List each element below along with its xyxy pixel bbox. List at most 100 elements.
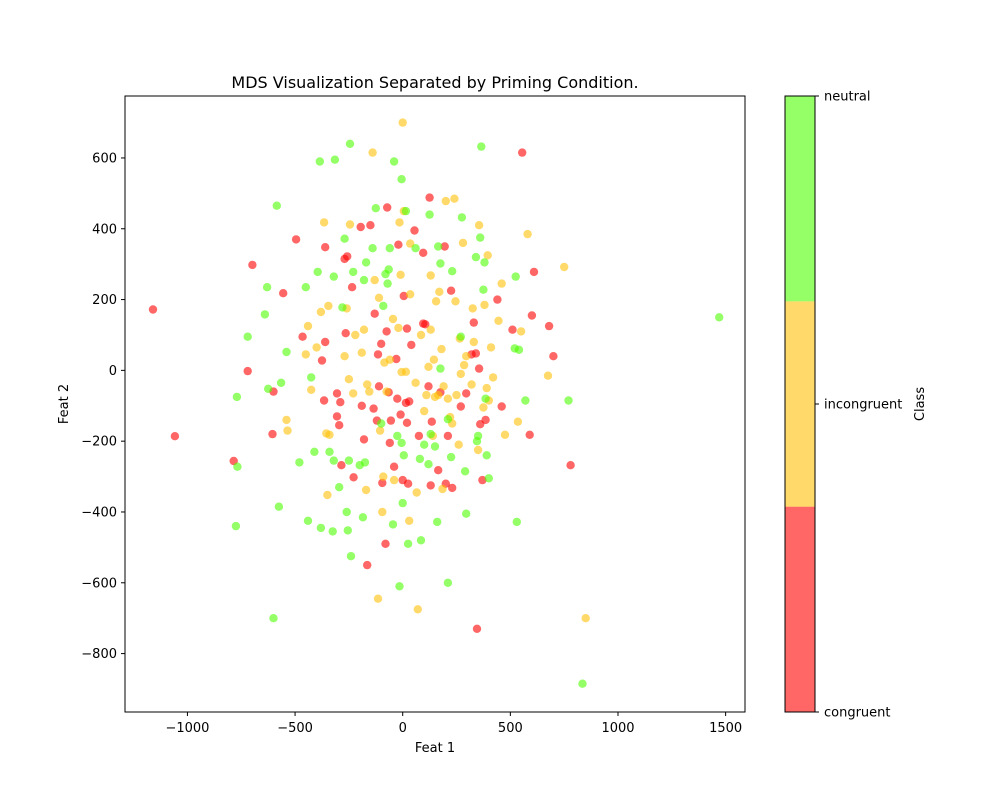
data-point-neutral: [436, 259, 445, 268]
data-point-congruent: [382, 327, 391, 336]
data-point-neutral: [315, 157, 324, 166]
data-point-congruent: [403, 479, 413, 488]
plot-frame: [124, 95, 746, 713]
data-point-incongruent: [283, 426, 292, 435]
data-point-incongruent: [483, 251, 492, 260]
data-point-congruent: [549, 352, 558, 361]
data-point-neutral: [399, 451, 408, 460]
data-point-incongruent: [340, 352, 349, 361]
data-point-neutral: [361, 258, 371, 267]
data-point-neutral: [479, 285, 488, 294]
data-point-neutral: [303, 516, 313, 525]
data-point-incongruent: [345, 220, 355, 229]
data-point-incongruent: [474, 221, 484, 230]
data-point-neutral: [343, 526, 352, 535]
data-point-congruent: [383, 203, 392, 212]
data-point-congruent: [373, 350, 383, 359]
data-point-congruent: [248, 260, 257, 270]
data-point-neutral: [425, 210, 434, 219]
data-point-congruent: [544, 321, 554, 331]
data-point-neutral: [433, 517, 442, 527]
data-point-congruent: [341, 329, 350, 338]
data-point-congruent: [405, 397, 414, 406]
data-point-congruent: [425, 193, 434, 202]
data-point-incongruent: [431, 297, 441, 306]
data-point-neutral: [434, 242, 443, 251]
data-point-congruent: [385, 438, 394, 448]
data-point-neutral: [349, 267, 358, 277]
plot-area: [124, 95, 746, 713]
data-point-congruent: [396, 410, 405, 419]
data-point-congruent: [321, 243, 330, 252]
data-point-congruent: [407, 340, 416, 350]
colorbar-segment-incongruent: [785, 301, 815, 507]
data-point-neutral: [346, 552, 356, 561]
data-point-incongruent: [424, 362, 433, 371]
data-point-neutral: [564, 396, 573, 405]
data-point-congruent: [508, 325, 517, 334]
data-point-congruent: [462, 389, 471, 398]
data-point-incongruent: [482, 383, 491, 393]
data-point-incongruent: [398, 118, 407, 127]
data-point-neutral: [443, 415, 453, 424]
data-point-congruent: [343, 252, 352, 261]
data-point-neutral: [383, 279, 392, 288]
data-point-neutral: [301, 283, 310, 292]
x-tick-label: 0: [399, 721, 407, 736]
data-point-incongruent: [513, 417, 523, 426]
data-point-incongruent: [361, 485, 371, 495]
data-point-incongruent: [406, 290, 415, 299]
data-point-neutral: [389, 157, 399, 166]
data-point-incongruent: [479, 403, 488, 412]
data-point-incongruent: [370, 275, 379, 285]
data-point-congruent: [332, 389, 342, 398]
data-point-incongruent: [426, 271, 435, 280]
data-point-congruent: [389, 462, 399, 471]
data-point-congruent: [349, 473, 358, 482]
data-point-incongruent: [385, 355, 394, 364]
data-point-congruent: [410, 226, 419, 235]
data-point-congruent: [374, 382, 384, 391]
data-point-neutral: [342, 507, 351, 517]
data-point-incongruent: [459, 360, 469, 370]
data-point-neutral: [578, 679, 587, 688]
data-point-congruent: [359, 435, 369, 444]
data-point-congruent: [378, 478, 387, 488]
data-point-neutral: [715, 313, 724, 322]
data-point-neutral: [446, 452, 456, 462]
data-point-neutral: [384, 265, 393, 274]
colorbar-segment-neutral: [785, 96, 815, 302]
data-point-congruent: [527, 311, 537, 320]
x-tick-label: −500: [277, 721, 313, 736]
y-tick-label: 200: [92, 293, 117, 308]
data-point-neutral: [420, 440, 429, 449]
data-point-incongruent: [379, 472, 388, 481]
data-point-congruent: [469, 318, 478, 327]
data-point-incongruent: [469, 337, 478, 347]
data-point-neutral: [385, 244, 394, 253]
data-point-congruent: [426, 481, 435, 490]
data-point-congruent: [481, 415, 490, 425]
data-point-incongruent: [388, 314, 398, 324]
data-point-neutral: [328, 527, 337, 536]
data-point-incongruent: [486, 343, 496, 352]
data-point-congruent: [402, 418, 412, 427]
data-point-congruent: [471, 349, 481, 358]
data-point-congruent: [298, 332, 307, 341]
colorbar-label: Class: [913, 387, 928, 421]
data-point-incongruent: [497, 279, 506, 288]
data-point-incongruent: [307, 385, 316, 394]
data-point-incongruent: [357, 348, 366, 357]
data-point-neutral: [484, 474, 493, 483]
data-point-incongruent: [319, 218, 329, 227]
data-point-neutral: [330, 155, 340, 164]
data-point-neutral: [344, 456, 354, 465]
data-point-incongruent: [494, 316, 503, 325]
data-point-congruent: [456, 402, 465, 411]
data-point-incongruent: [401, 367, 411, 376]
data-point-incongruent: [351, 330, 360, 340]
data-point-incongruent: [365, 387, 374, 396]
data-point-incongruent: [323, 490, 332, 500]
data-point-congruent: [525, 430, 534, 439]
